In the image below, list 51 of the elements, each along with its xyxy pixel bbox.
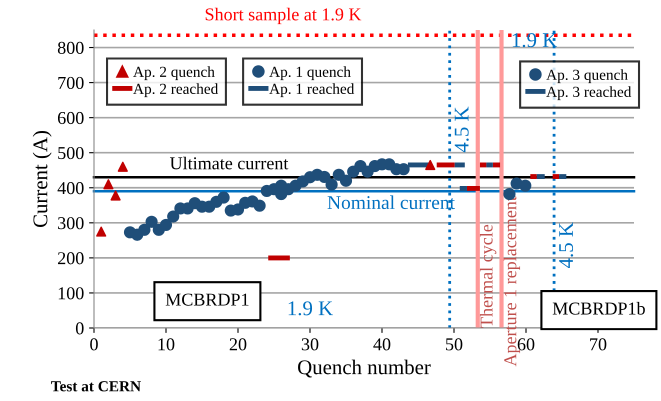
point: [425, 160, 436, 170]
x-tick-label: 40: [373, 338, 390, 350]
legend-label: Ap. 2 reached: [133, 83, 218, 98]
y-axis-title: Current (A): [32, 131, 52, 228]
x-tick-label: 20: [230, 338, 246, 350]
legend-label: Ap. 1 reached: [269, 83, 354, 98]
y-tick-label: 800: [58, 42, 84, 54]
legend-label: Ap. 2 quench: [133, 66, 215, 80]
annotation: 1.9 K: [288, 301, 333, 316]
legend-label: Ap. 3 quench: [546, 69, 628, 84]
point: [218, 192, 230, 204]
text: Test at CERN: [51, 381, 141, 392]
ref-line-label: 4.5 K: [559, 222, 574, 268]
point: [103, 179, 114, 190]
ref-line-label: Ultimate current: [170, 156, 288, 170]
point: [519, 180, 532, 192]
annotation: MCBRDP1b: [552, 302, 645, 315]
x-tick-label: 50: [446, 338, 462, 350]
ref-line-label: Aperture 1 replacement: [504, 196, 520, 366]
y-tick-label: 600: [58, 112, 84, 124]
annotation: MCBRDP1: [166, 294, 248, 306]
point: [146, 216, 158, 228]
point: [96, 226, 106, 237]
y-tick-label: 400: [58, 182, 84, 194]
y-tick-label: 200: [58, 252, 84, 264]
ref-line-label: Thermal cycle: [480, 224, 496, 328]
legend-label: Ap. 1 quench: [269, 66, 351, 80]
x-tick-label: 10: [158, 338, 174, 350]
x-tick-label: 60: [518, 338, 534, 350]
y-tick-label: 100: [58, 287, 84, 300]
y-tick-label: 300: [58, 217, 84, 230]
y-tick-label: 0: [76, 322, 84, 334]
ref-line-label: Nominal current: [328, 195, 455, 210]
point: [340, 174, 352, 187]
point: [318, 170, 330, 183]
point: [138, 224, 150, 236]
point: [160, 218, 172, 231]
ref-line-label: 4.5 K: [454, 106, 469, 152]
point: [254, 200, 266, 212]
legend-label: Ap. 3 reached: [546, 86, 632, 100]
y-tick-label: 500: [58, 146, 84, 160]
x-tick-label: 30: [302, 338, 318, 350]
y-tick-label: 700: [58, 76, 84, 90]
point: [118, 162, 128, 172]
point: [326, 178, 338, 191]
point: [167, 210, 180, 223]
x-axis-title: Quench number: [298, 360, 431, 378]
x-tick-label: 0: [90, 338, 98, 350]
point: [110, 190, 121, 201]
ref-line-label: Short sample at 1.9 K: [206, 8, 362, 24]
x-tick-label: 70: [590, 338, 606, 350]
